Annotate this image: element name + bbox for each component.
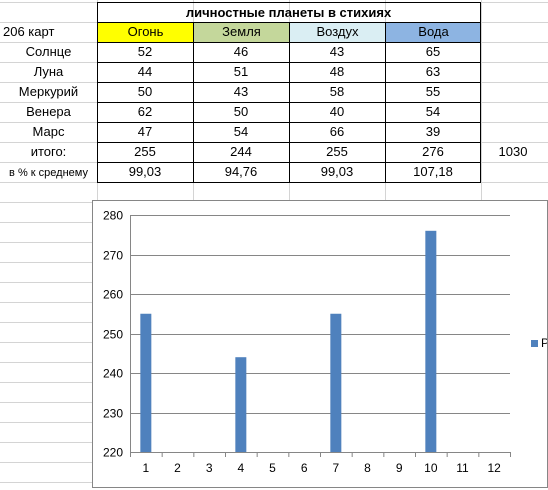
percent-cell: 99,03: [128, 164, 162, 179]
x-tick-label: 4: [237, 461, 244, 475]
table-cell: 55: [425, 84, 441, 99]
y-tick-label: 220: [103, 446, 123, 460]
table-row-border: [97, 142, 481, 143]
table-cell: 40: [329, 104, 345, 119]
bar-chart[interactable]: 220 230 240 250 260 270 280 1 2 3 4 5 6 7 8 9 10 11 12 Р: [92, 200, 548, 488]
table-cell: 43: [329, 44, 345, 59]
table-row-border: [97, 22, 481, 23]
x-tick-label: 7: [332, 461, 339, 475]
bar: [330, 313, 342, 452]
row-label: Солнце: [25, 44, 72, 59]
row-label: Меркурий: [18, 84, 79, 99]
table-title: личностные планеты в стихиях: [185, 5, 392, 20]
table-cell: 47: [137, 124, 153, 139]
x-tick-label: 9: [396, 461, 403, 475]
table-cell: 58: [329, 84, 345, 99]
total-cell: 276: [422, 144, 444, 159]
table-cell: 52: [137, 44, 153, 59]
x-tick-label: 5: [269, 461, 276, 475]
percent-cell: 99,03: [320, 164, 354, 179]
y-tick-label: 250: [103, 328, 123, 342]
table-cell: 44: [137, 64, 153, 79]
table-row-border: [97, 82, 481, 83]
percent-label: в % к среднему: [9, 167, 88, 179]
x-tick-label: 6: [301, 461, 308, 475]
table-cell: 46: [233, 44, 249, 59]
x-tick-label: 3: [206, 461, 213, 475]
element-header: Земля: [194, 22, 289, 42]
total-cell: 244: [230, 144, 252, 159]
x-tick-label: 10: [424, 461, 438, 475]
table-cell: 62: [137, 104, 153, 119]
table-row-border: [97, 42, 481, 43]
x-tick-label: 8: [364, 461, 371, 475]
legend-label: Р: [541, 336, 547, 350]
table-row-border: [97, 62, 481, 63]
table-cell: 48: [329, 64, 345, 79]
table-cell: 51: [233, 64, 249, 79]
element-header: Вода: [386, 22, 481, 42]
table-cell: 50: [137, 84, 153, 99]
bar: [425, 230, 437, 452]
percent-cell: 107,18: [413, 164, 453, 179]
bar: [140, 313, 152, 452]
row-label: Луна: [33, 64, 64, 79]
y-tick-label: 270: [103, 249, 123, 263]
table-cell: 50: [233, 104, 249, 119]
legend-swatch: [531, 340, 538, 347]
corner-label: 206 карт: [3, 24, 55, 39]
percent-cell: 94,76: [224, 164, 258, 179]
x-tick-label: 1: [142, 461, 149, 475]
x-tick-label: 11: [456, 461, 469, 475]
element-header: Воздух: [290, 22, 385, 42]
table-cell: 54: [425, 104, 441, 119]
y-tick-label: 230: [103, 407, 123, 421]
total-cell: 255: [134, 144, 156, 159]
table-row-border: [97, 122, 481, 123]
table-cell: 39: [425, 124, 441, 139]
table-cell: 54: [233, 124, 249, 139]
y-tick-label: 240: [103, 367, 123, 381]
table-cell: 65: [425, 44, 441, 59]
grand-total: 1030: [498, 144, 528, 159]
y-tick-label: 280: [103, 209, 123, 223]
total-label: итого:: [30, 144, 67, 159]
row-label: Марс: [32, 124, 65, 139]
table-cell: 66: [329, 124, 345, 139]
bar: [235, 357, 247, 452]
x-tick-label: 2: [174, 461, 181, 475]
x-tick-label: 12: [487, 461, 501, 475]
y-tick-label: 260: [103, 288, 123, 302]
table-cell: 43: [233, 84, 249, 99]
table-cell: 63: [425, 64, 441, 79]
element-header: Огонь: [98, 22, 193, 42]
table-row-border: [97, 162, 481, 163]
total-cell: 255: [326, 144, 348, 159]
table-row-border: [97, 102, 481, 103]
row-label: Венера: [26, 104, 71, 119]
